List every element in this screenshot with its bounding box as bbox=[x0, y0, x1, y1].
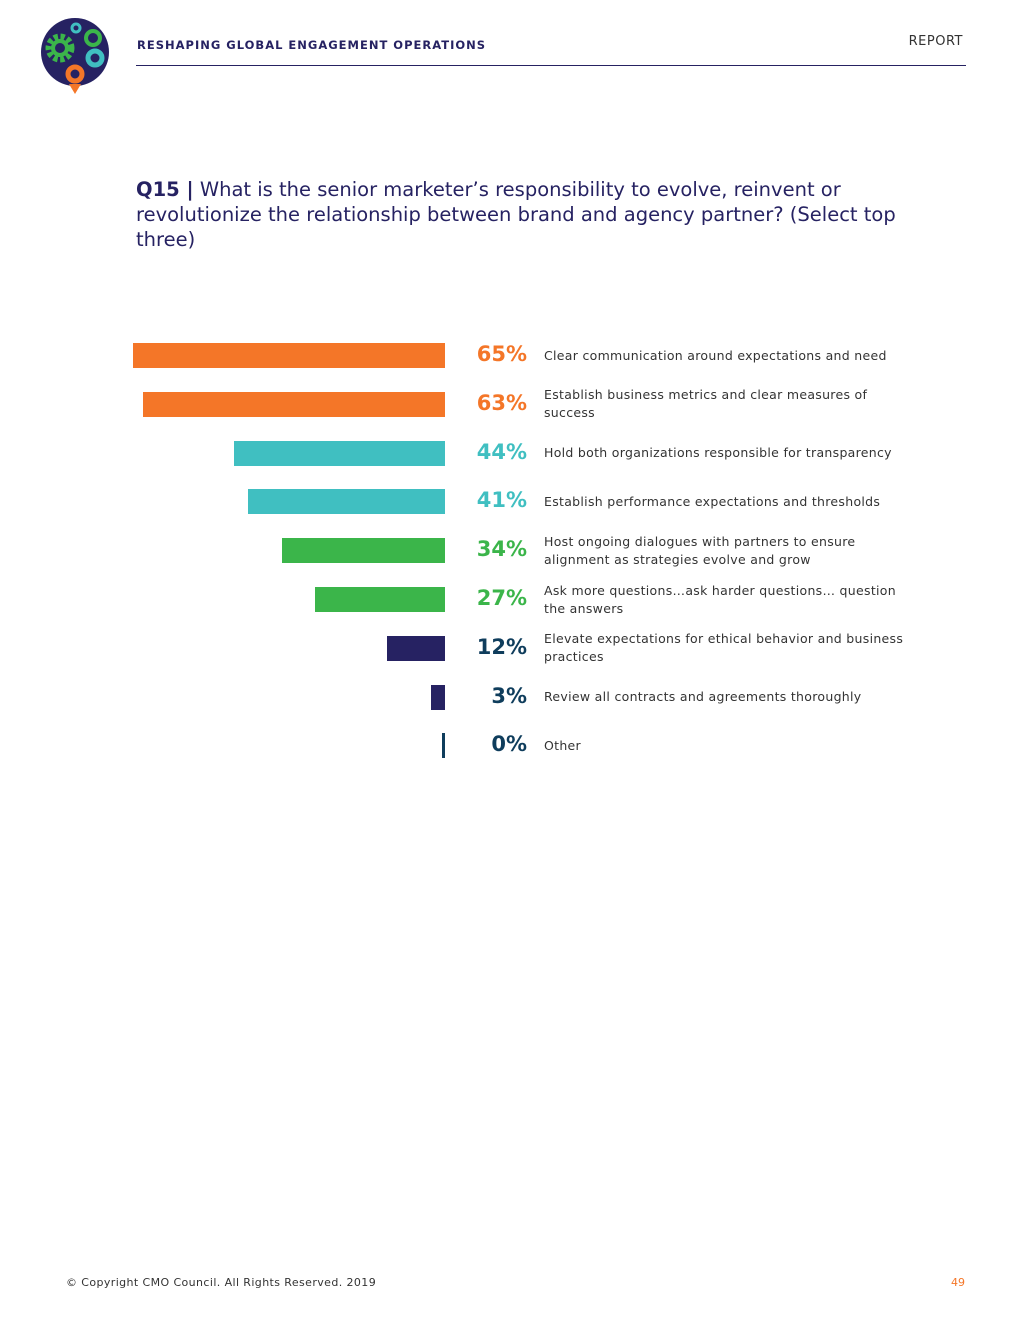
question-title: Q15 | What is the senior marketer’s resp… bbox=[136, 177, 896, 252]
value-label: 34% bbox=[476, 537, 527, 562]
category-label: Establish performance expectations and t… bbox=[544, 493, 881, 509]
bar bbox=[430, 684, 445, 710]
bar bbox=[442, 733, 445, 759]
section-label: REPORT bbox=[908, 34, 963, 49]
report-title: RESHAPING GLOBAL ENGAGEMENT OPERATIONS bbox=[137, 38, 487, 52]
category-label: Other bbox=[544, 737, 581, 753]
bar bbox=[133, 343, 445, 368]
value-label: 44% bbox=[476, 439, 527, 464]
value-label: 0% bbox=[491, 732, 527, 757]
bar bbox=[387, 635, 445, 661]
category-label: Ask more questions…ask harder questions…… bbox=[544, 582, 896, 616]
header-divider bbox=[136, 65, 966, 66]
category-label: Host ongoing dialogues with partners to … bbox=[544, 533, 856, 567]
category-label: Review all contracts and agreements thor… bbox=[544, 689, 862, 705]
value-label: 27% bbox=[476, 586, 527, 610]
page-number: 49 bbox=[951, 1276, 965, 1289]
category-label: Elevate expectations for ethical behavio… bbox=[544, 631, 904, 665]
gears-logo-icon bbox=[41, 18, 109, 94]
value-label: 65% bbox=[476, 342, 527, 366]
value-label: 63% bbox=[476, 390, 527, 415]
question-text: What is the senior marketer’s responsibi… bbox=[136, 178, 896, 251]
bar bbox=[142, 391, 445, 417]
value-label: 3% bbox=[491, 683, 527, 708]
bar bbox=[233, 440, 445, 466]
copyright: © Copyright CMO Council. All Rights Rese… bbox=[66, 1276, 377, 1289]
category-label: Hold both organizations responsible for … bbox=[544, 445, 892, 461]
bar bbox=[281, 538, 445, 564]
bar bbox=[248, 489, 445, 515]
category-label: Clear communication around expectations … bbox=[544, 347, 887, 363]
value-label: 12% bbox=[476, 634, 527, 659]
bar-chart: 65% Clear communication around expectatio… bbox=[133, 342, 904, 759]
bar bbox=[315, 587, 445, 612]
value-label: 41% bbox=[476, 488, 527, 513]
question-number: Q15 | bbox=[136, 178, 194, 201]
category-label: Establish business metrics and clear mea… bbox=[544, 387, 868, 421]
